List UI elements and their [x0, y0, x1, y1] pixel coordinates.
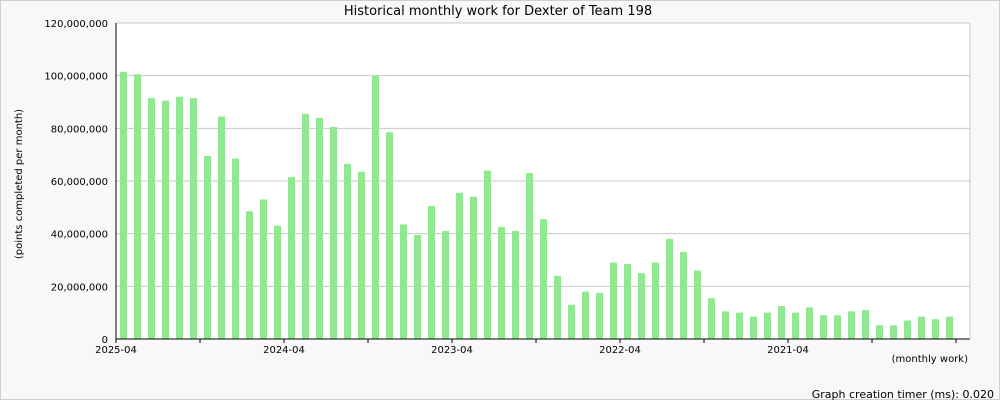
bar [148, 98, 155, 339]
bar [218, 116, 225, 339]
bar [540, 219, 547, 339]
axes [115, 23, 971, 343]
bar [120, 71, 127, 339]
bar [330, 127, 337, 340]
bar [932, 319, 939, 339]
bars [120, 71, 953, 340]
y-axis-label: (points completed per month) [14, 109, 25, 259]
bar [204, 155, 211, 339]
bar [652, 262, 659, 339]
bar [610, 262, 617, 339]
bar [232, 158, 239, 339]
bar [414, 234, 421, 339]
bar [890, 325, 897, 339]
bar [288, 177, 295, 339]
bar [442, 231, 449, 339]
bar [680, 252, 687, 339]
bar [162, 100, 169, 339]
x-tick-labels: 2025-04 2024-04 2023-04 2022-04 2021-04 [95, 345, 809, 356]
bar [764, 312, 771, 339]
bar [792, 312, 799, 339]
bar [834, 315, 841, 339]
bar [470, 196, 477, 339]
bar [274, 225, 281, 339]
graph-timer-text: Graph creation timer (ms): 0.020 [812, 388, 994, 400]
bar [694, 270, 701, 339]
bar [904, 320, 911, 339]
x-axis-label: (monthly work) [892, 354, 968, 365]
x-tick-label: 2022-04 [599, 345, 641, 356]
bar [456, 192, 463, 339]
chart-title: Historical monthly work for Dexter of Te… [344, 4, 652, 19]
y-tick-label: 100,000,000 [44, 72, 108, 83]
bar [512, 231, 519, 339]
x-tick-label: 2023-04 [431, 345, 473, 356]
bar [750, 316, 757, 339]
y-tick-label: 40,000,000 [51, 230, 108, 241]
x-tick-label: 2025-04 [95, 345, 137, 356]
bar [316, 117, 323, 339]
bar [638, 273, 645, 339]
bar [778, 306, 785, 339]
bar [876, 325, 883, 339]
bar [302, 113, 309, 339]
bar [666, 238, 673, 339]
bar [246, 211, 253, 339]
bar [358, 171, 365, 339]
y-tick-label: 120,000,000 [44, 19, 108, 30]
bar [484, 170, 491, 339]
bar [820, 315, 827, 339]
bar [736, 312, 743, 339]
bar [806, 307, 813, 339]
bar [946, 316, 953, 339]
bar [190, 98, 197, 339]
bar [918, 316, 925, 339]
bar [176, 96, 183, 339]
bar [708, 298, 715, 339]
bar [568, 304, 575, 339]
bar [848, 311, 855, 339]
y-tick-label: 20,000,000 [51, 282, 108, 293]
bar [260, 199, 267, 339]
bar [554, 275, 561, 339]
bar [862, 310, 869, 339]
bar [344, 163, 351, 339]
y-tick-label: 0 [102, 335, 108, 346]
bar [624, 263, 631, 339]
bar [386, 132, 393, 339]
y-tick-label: 80,000,000 [51, 124, 108, 135]
x-tick-label: 2021-04 [767, 345, 809, 356]
bar [372, 75, 379, 340]
bar [400, 224, 407, 339]
bar [498, 227, 505, 339]
bar [722, 311, 729, 339]
bar [134, 74, 141, 339]
y-tick-labels: 0 20,000,000 40,000,000 60,000,000 80,000,00… [44, 19, 108, 346]
bar [428, 206, 435, 339]
x-tick-label: 2024-04 [263, 345, 305, 356]
bar [596, 292, 603, 339]
bar [582, 291, 589, 339]
bar [526, 173, 533, 339]
y-tick-label: 60,000,000 [51, 177, 108, 188]
